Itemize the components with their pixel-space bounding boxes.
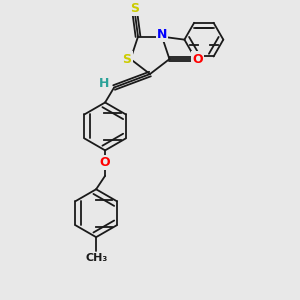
Text: N: N [157, 28, 167, 41]
Text: O: O [100, 156, 110, 169]
Text: CH₃: CH₃ [85, 253, 107, 263]
Text: O: O [193, 52, 203, 66]
Text: S: S [130, 2, 140, 15]
Text: H: H [98, 76, 109, 89]
Text: S: S [122, 52, 131, 66]
